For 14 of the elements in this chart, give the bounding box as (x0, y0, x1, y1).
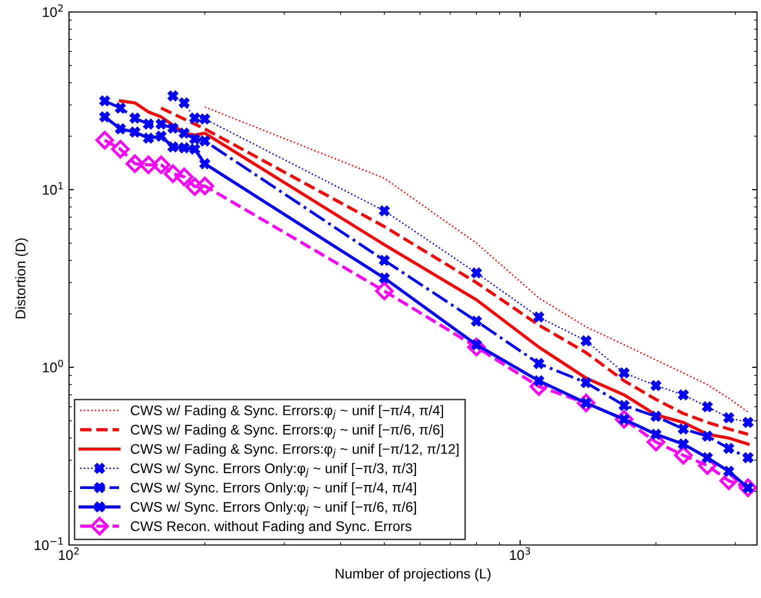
x-axis-title: Number of projections (L) (336, 568, 490, 582)
y-tick-label: 10$^{0}$ (42, 360, 64, 372)
legend-label: CWS w/ Fading & Sync. Errors:φ$_{j}$ ~ unif [−π/12, π/12] (130, 444, 458, 458)
x-tick-label: 10$^{3}$ (510, 547, 530, 560)
y-axis-title: Distortion (D) (15, 238, 28, 318)
legend-label: CWS w/ Sync. Errors Only:φ$_{j}$ ~ unif [−π/6, π/6] (130, 502, 416, 516)
legend-label: CWS w/ Sync. Errors Only:φ$_{j}$ ~ unif [−π/3, π/3] (130, 463, 416, 478)
y-tick-label: 10$^{2}$ (42, 4, 63, 18)
legend-label: CWS Recon. without Fading and Sync. Errors (130, 520, 412, 534)
y-tick-label: 10$^{−1}$ (34, 538, 63, 550)
legend-label: CWS w/ Fading & Sync. Errors:φ$_{j}$ ~ unif [−π/6, π/6] (130, 424, 444, 439)
legend-label: CWS w/ Fading & Sync. Errors:φ$_{j}$ ~ unif [−π/4, π/4] (130, 405, 444, 420)
y-tick-label: 10$^{1}$ (42, 182, 63, 195)
legend-label: CWS w/ Sync. Errors Only:φ$_{j}$ ~ unif [−π/4, π/4] (130, 482, 416, 497)
